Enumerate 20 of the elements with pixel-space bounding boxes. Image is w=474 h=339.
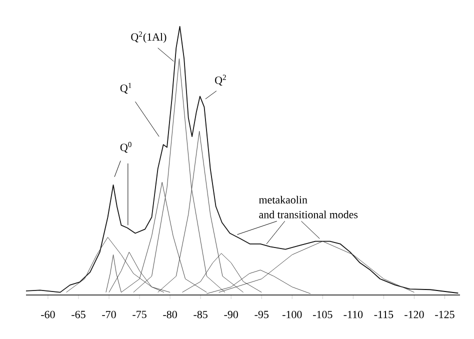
x-tick-label: -95 xyxy=(254,310,268,318)
x-tick-label: -75 xyxy=(132,310,146,318)
annotation: and transitional modes xyxy=(259,210,358,218)
x-tick-label: -100 xyxy=(282,310,302,318)
annotation: Q$^{0}$ xyxy=(120,142,132,153)
x-tick-label: -60 xyxy=(41,310,55,318)
x-tick-label: -120 xyxy=(404,310,424,318)
annotation: Q$^{2}$ xyxy=(215,74,226,86)
x-tick-label: -65 xyxy=(72,310,86,318)
annotation: metakaolin xyxy=(259,196,308,204)
annotation: Q$^{2}$(1Al) xyxy=(131,32,166,43)
x-tick-label: -115 xyxy=(374,310,394,318)
x-tick-label: -80 xyxy=(163,310,177,318)
x-tick-label: -105 xyxy=(313,310,332,318)
x-tick-label: -110 xyxy=(344,310,363,318)
x-tick-label: -90 xyxy=(224,310,238,318)
x-tick-label: -125 xyxy=(435,310,454,318)
x-tick-label: -70 xyxy=(102,310,116,318)
annotation: Q$^{1}$ xyxy=(120,82,132,94)
x-tick-label: -85 xyxy=(194,310,208,318)
